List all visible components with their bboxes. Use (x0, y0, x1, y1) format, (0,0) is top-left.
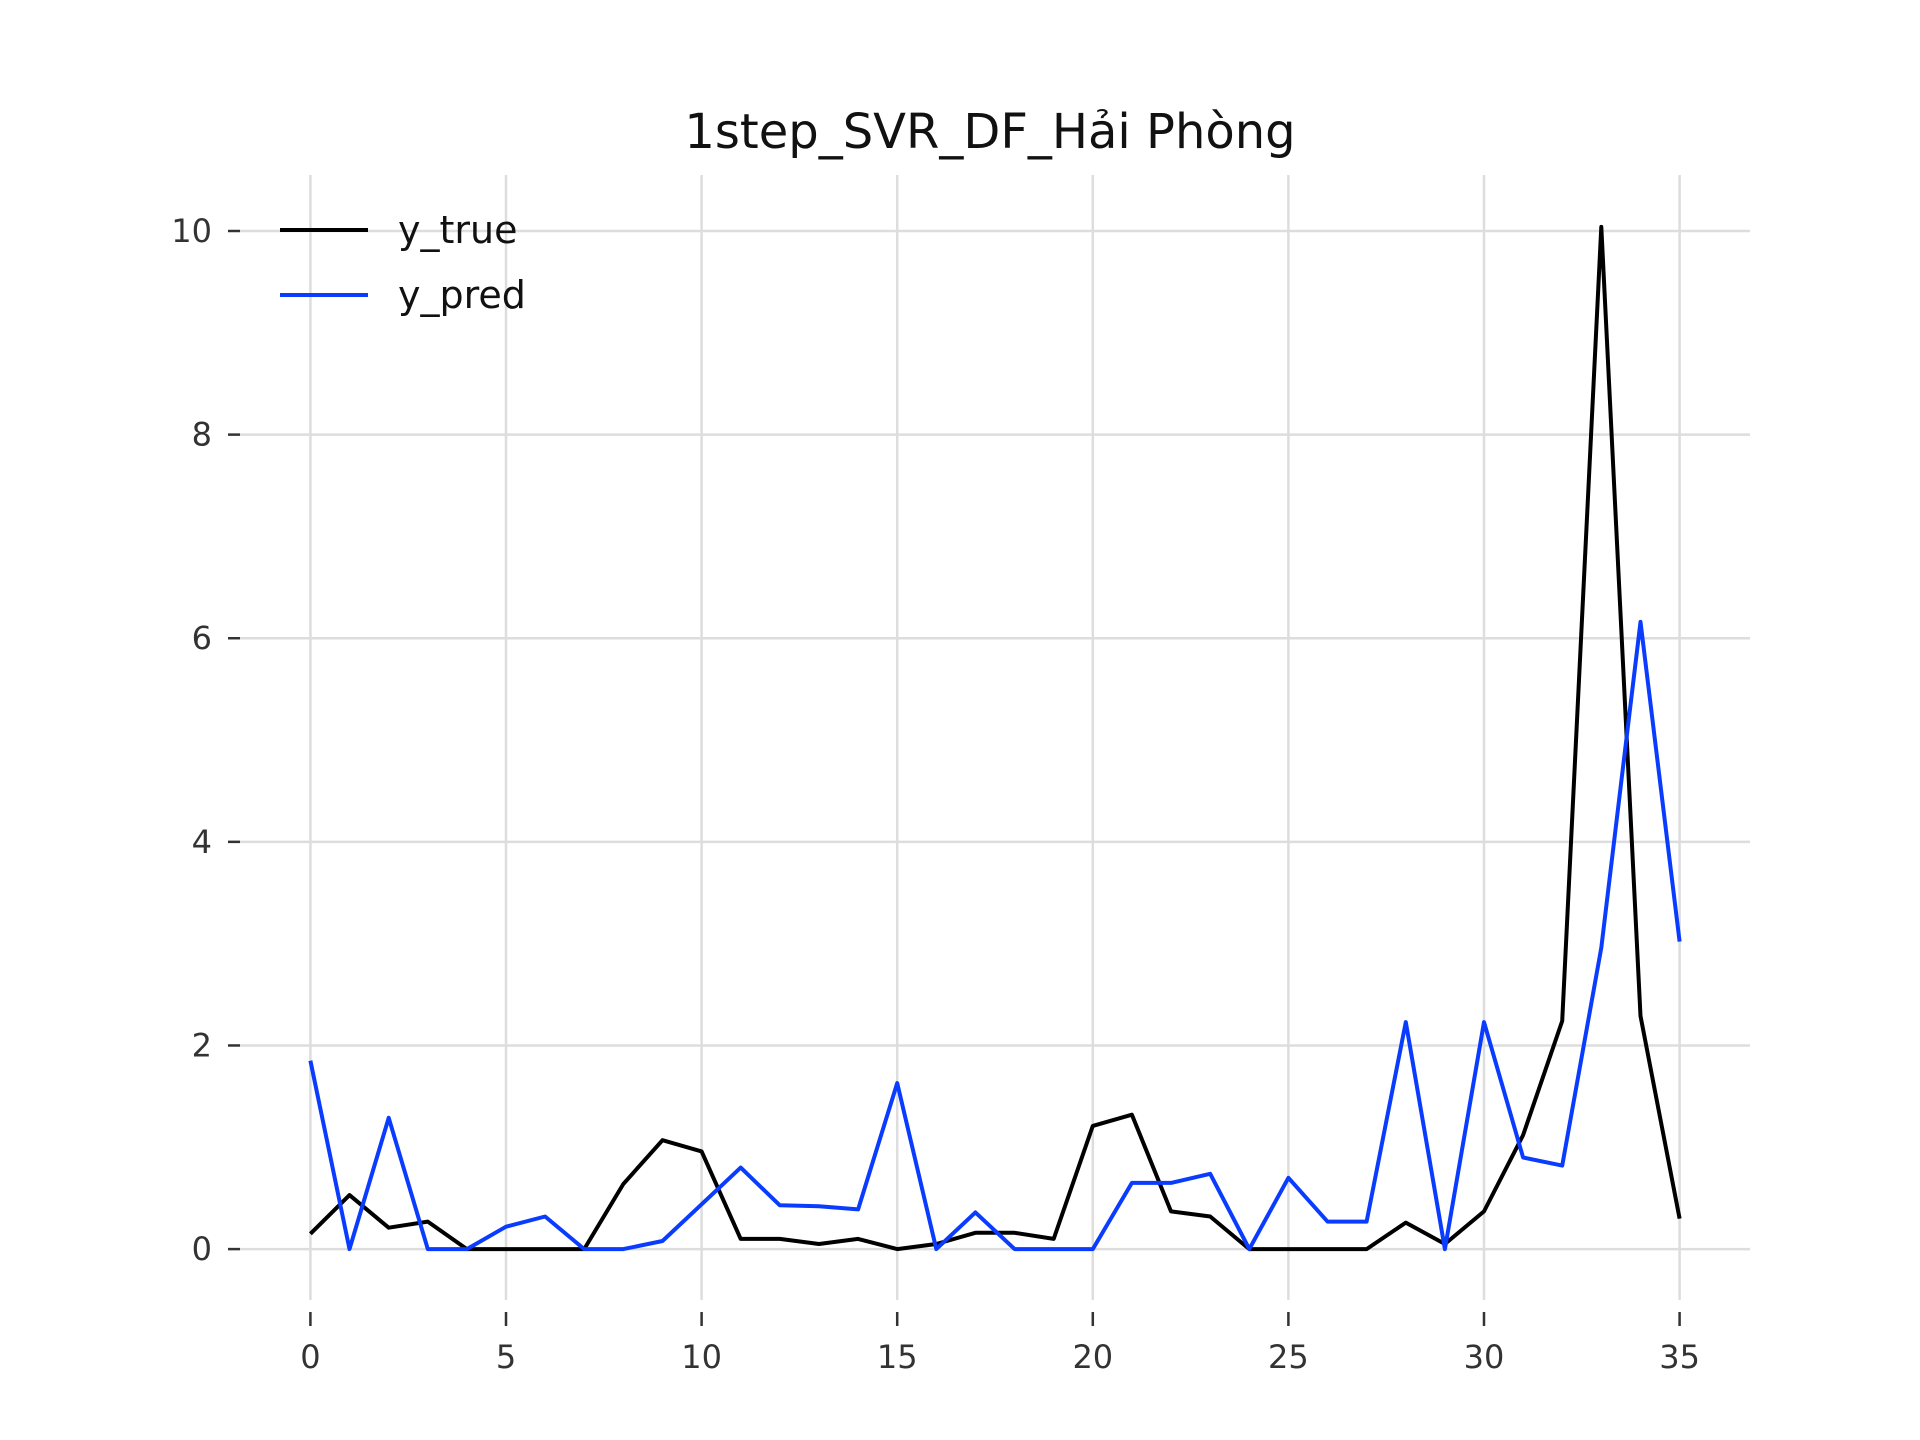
y-tick-label: 4 (192, 823, 212, 861)
x-tick-label: 35 (1659, 1338, 1700, 1376)
legend-label: y_true (398, 208, 517, 252)
y-tick-label: 0 (192, 1230, 212, 1268)
series-line-y-true (308, 224, 1682, 1252)
legend-label: y_pred (398, 273, 526, 317)
x-tick-label: 20 (1072, 1338, 1113, 1376)
axes: 0 5 10 15 20 25 30 35 0 2 4 6 8 10 (171, 212, 1700, 1376)
y-tick-label: 8 (192, 416, 212, 454)
series-group (308, 224, 1682, 1252)
x-tick-label: 30 (1464, 1338, 1505, 1376)
series-line-y-pred (308, 619, 1682, 1252)
y-tick-label: 2 (192, 1026, 212, 1064)
legend: y_true y_pred (280, 208, 526, 317)
chart-title: 1step_SVR_DF_Hải Phòng (684, 104, 1295, 160)
x-tick-label: 10 (681, 1338, 722, 1376)
x-tick-label: 0 (300, 1338, 320, 1376)
grid (240, 175, 1750, 1300)
x-tick-label: 25 (1268, 1338, 1309, 1376)
x-tick-label: 5 (496, 1338, 516, 1376)
x-tick-label: 15 (877, 1338, 918, 1376)
y-tick-label: 6 (192, 619, 212, 657)
y-tick-label: 10 (171, 212, 212, 250)
